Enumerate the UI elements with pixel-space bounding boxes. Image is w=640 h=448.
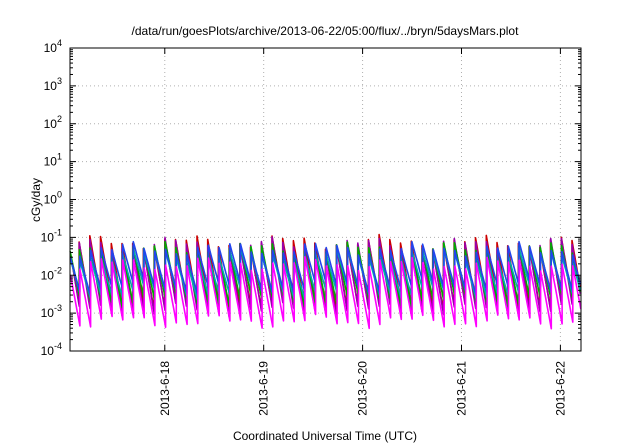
y-axis-label: cGy/day: [29, 178, 43, 222]
series-group: [69, 233, 582, 330]
x-tick-label: 2013-6-20: [356, 361, 370, 416]
x-axis: 2013-6-18 2013-6-19 2013-6-20 2013-6-21 2013…: [158, 48, 567, 416]
y-tick-label: 101: [44, 152, 62, 169]
x-tick-label: 2013-6-18: [158, 361, 172, 416]
y-tick-label: 10-1: [41, 227, 62, 244]
y-axis: 10-4 10-3 10-2 10-1 100 101 102 103 104: [41, 38, 581, 358]
y-tick-label: 100: [44, 190, 62, 207]
x-tick-label: 2013-6-19: [257, 361, 271, 416]
y-tick-label: 10-3: [41, 303, 62, 320]
series-line: [69, 255, 582, 330]
y-tick-label: 10-2: [41, 265, 62, 282]
chart-title: /data/run/goesPlots/archive/2013-06-22/0…: [132, 24, 520, 38]
x-axis-label: Coordinated Universal Time (UTC): [233, 429, 417, 443]
x-tick-label: 2013-6-22: [553, 361, 567, 416]
y-tick-label: 10-4: [41, 341, 62, 358]
x-tick-label: 2013-6-21: [454, 361, 468, 416]
y-tick-label: 104: [44, 38, 62, 55]
y-tick-label: 102: [44, 114, 62, 131]
y-tick-label: 103: [44, 76, 62, 93]
